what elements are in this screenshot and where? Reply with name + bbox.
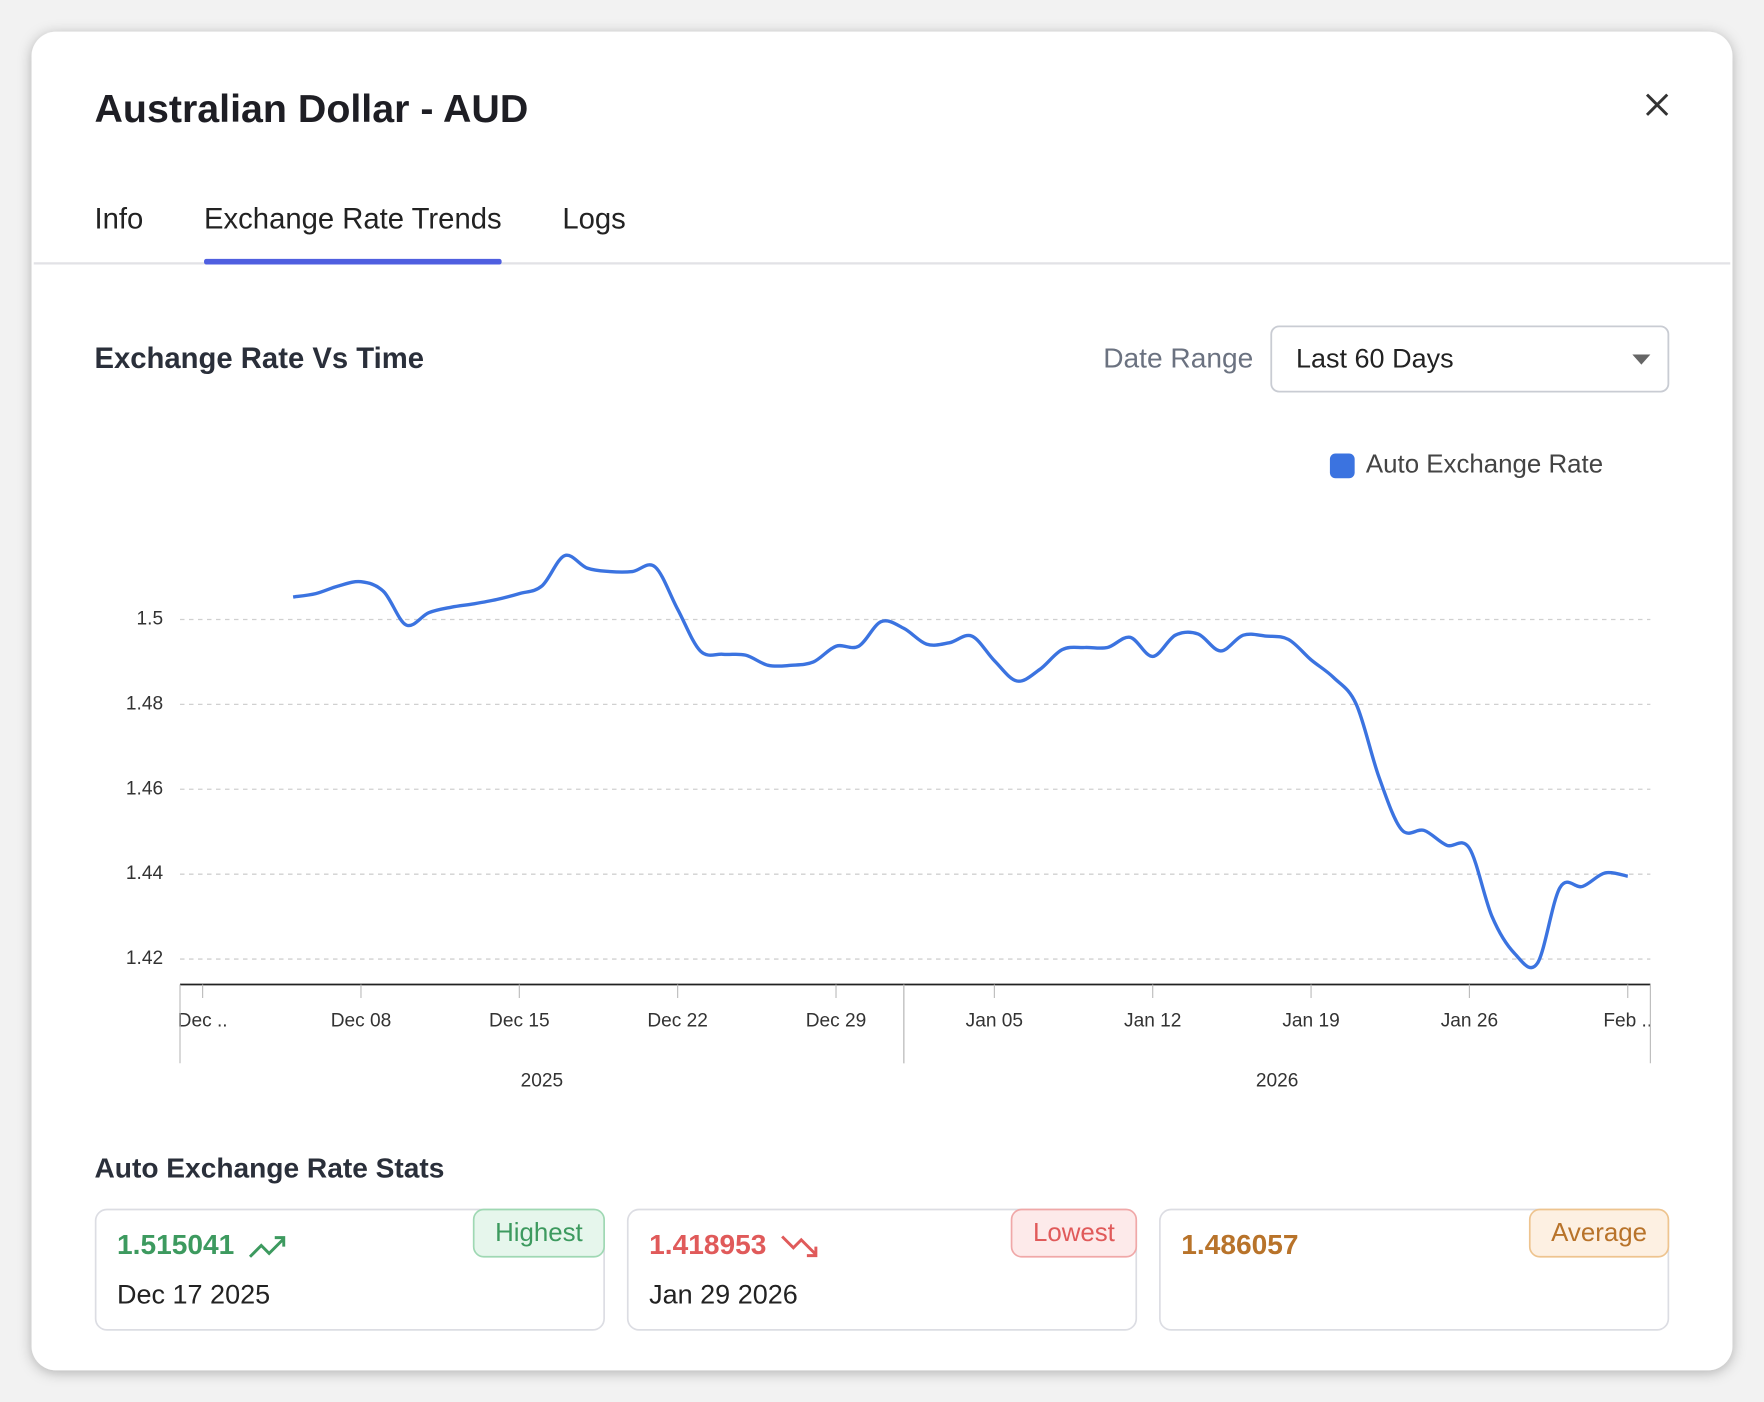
dialog-title: Australian Dollar - AUD [95,87,529,131]
date-range-label: Date Range [1103,343,1253,374]
x-tick-label: Dec .. [178,1011,228,1032]
x-tick-label: Jan 19 [1282,1011,1339,1032]
legend-label[interactable]: Auto Exchange Rate [1366,451,1603,479]
stat-badge-label: Highest [495,1219,583,1247]
active-tab-indicator [204,258,502,265]
stat-card [626,1208,1138,1331]
y-tick-label: 1.5 [137,609,164,630]
tab[interactable]: Logs [562,203,625,235]
dropdown-arrow [1632,354,1651,365]
stat-date: Dec 17 2025 [117,1279,270,1309]
x-tick-label: Dec 15 [489,1011,550,1032]
x-tick-label: Feb .. [1603,1011,1652,1032]
x-tick-label: Jan 12 [1124,1011,1181,1032]
tab[interactable]: Exchange Rate Trends [204,203,502,235]
x-tick-label: Dec 08 [331,1011,392,1032]
y-tick-label: 1.46 [126,778,163,799]
trend-down-icon [781,1235,818,1258]
stat-badge [1528,1208,1670,1258]
rate-line [292,553,1629,970]
year-label: 2026 [1256,1070,1299,1091]
stats-title: Auto Exchange Rate Stats [95,1153,445,1184]
x-tick-label: Jan 26 [1441,1011,1498,1032]
stat-badge [472,1208,605,1258]
stat-value: 1.486057 [1181,1229,1298,1260]
stat-badge-label: Average [1551,1219,1647,1247]
section-title: Exchange Rate Vs Time [95,343,424,375]
stat-badge [1010,1208,1138,1258]
close-button[interactable] [1645,93,1669,116]
legend-swatch [1329,453,1355,479]
stat-date: Jan 29 2026 [649,1279,798,1309]
date-range-select[interactable] [1270,325,1670,393]
year-label: 2025 [521,1070,564,1091]
tab[interactable]: Info [95,203,144,235]
date-range-value: Last 60 Days [1296,343,1454,373]
x-tick-label: Dec 22 [647,1011,708,1032]
stat-value: 1.515041 [117,1229,234,1260]
x-tick-label: Jan 05 [966,1011,1023,1032]
stat-badge-label: Lowest [1033,1219,1115,1247]
y-tick-label: 1.42 [126,948,163,969]
stat-value: 1.418953 [649,1229,766,1260]
y-tick-label: 1.44 [126,863,164,884]
y-tick-label: 1.48 [126,693,163,714]
x-tick-label: Dec 29 [806,1011,867,1032]
trend-up-icon [248,1236,286,1258]
